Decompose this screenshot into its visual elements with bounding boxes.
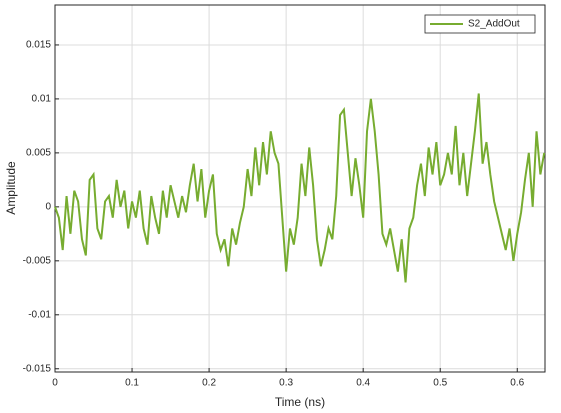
- x-tick-label: 0.4: [356, 378, 370, 389]
- y-tick-label: -0.015: [23, 363, 52, 374]
- x-tick-label: 0.6: [510, 378, 524, 389]
- x-tick-label: 0: [52, 378, 58, 389]
- y-tick-label: 0.005: [26, 148, 51, 159]
- y-tick-label: -0.01: [28, 309, 51, 320]
- y-tick-label: 0: [45, 201, 51, 212]
- x-tick-label: 0.3: [279, 378, 293, 389]
- x-tick-label: 0.1: [125, 378, 139, 389]
- y-tick-label: 0.015: [26, 40, 51, 51]
- x-tick-label: 0.5: [433, 378, 447, 389]
- x-axis-label: Time (ns): [275, 395, 325, 409]
- x-tick-label: 0.2: [202, 378, 216, 389]
- y-tick-label: -0.005: [23, 255, 52, 266]
- axes-box: [54, 4, 546, 373]
- y-tick-label: 0.01: [32, 94, 52, 105]
- y-axis-label: Amplitude: [4, 161, 18, 215]
- legend-label: S2_AddOut: [468, 19, 520, 30]
- legend-box: [424, 14, 536, 34]
- data-line: [54, 93, 546, 283]
